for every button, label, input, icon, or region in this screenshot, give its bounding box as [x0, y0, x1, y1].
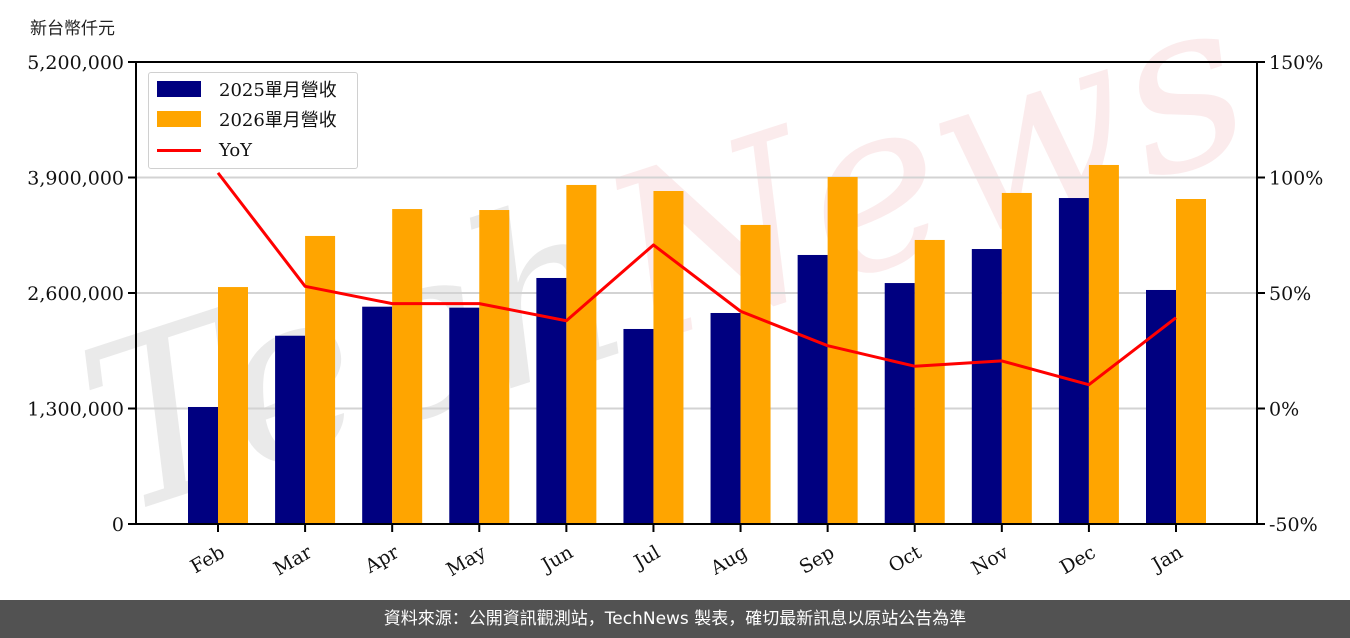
- legend-item-yoy: YoY: [157, 139, 252, 161]
- yoy-polyline: [216, 171, 1177, 387]
- legend: 2025單月營收 2026單月營收 YoY: [148, 72, 358, 169]
- bar-2025單月營收-Nov: [971, 249, 1002, 524]
- bar-2025單月營收-Jan: [1146, 289, 1176, 524]
- bar-2025單月營收-Oct: [884, 283, 915, 524]
- bar-2025單月營收-Mar: [275, 335, 306, 524]
- bar-2026單月營收-May: [479, 210, 510, 524]
- bar-2026單月營收-Mar: [305, 235, 336, 525]
- legend-swatch-2026: [157, 111, 201, 127]
- bar-2026單月營收-Jun: [566, 184, 597, 524]
- x-tick-label: Nov: [968, 541, 1013, 580]
- y-tick-label: 1,300,000: [27, 399, 124, 421]
- source-footer: 資料來源：公開資訊觀測站，TechNews 製表，確切最新訊息以原站公告為準: [0, 600, 1350, 638]
- x-tick-label: Apr: [361, 541, 404, 578]
- bar-2026單月營收-Oct: [914, 239, 945, 524]
- y-right-tick-label: 150%: [1269, 52, 1323, 74]
- x-tick-label: Jun: [536, 541, 577, 577]
- x-tick-label: Jan: [1147, 541, 1187, 577]
- y-right-tick-label: 0%: [1269, 399, 1299, 421]
- bar-2025單月營收-Sep: [797, 254, 828, 524]
- legend-item-2026: 2026單月營收: [157, 108, 337, 131]
- y-right-tick-label: 50%: [1269, 283, 1311, 305]
- y-right-tick-label: 100%: [1269, 168, 1323, 190]
- legend-label: 2026單月營收: [219, 110, 337, 131]
- bar-2025單月營收-Apr: [362, 306, 393, 524]
- y-tick-label: 5,200,000: [27, 52, 124, 74]
- y-tick-label: 3,900,000: [27, 168, 124, 190]
- bar-2026單月營收-Aug: [740, 224, 771, 524]
- bar-2025單月營收-Dec: [1058, 198, 1089, 524]
- y-axis-unit-label: 新台幣仟元: [30, 19, 115, 39]
- y-right-tick-label: -50%: [1269, 514, 1318, 536]
- bar-2026單月營收-Apr: [392, 209, 423, 524]
- legend-swatch-2025: [157, 81, 201, 97]
- x-tick-label: May: [443, 541, 490, 581]
- legend-item-2025: 2025單月營收: [157, 78, 337, 101]
- yoy-line: [216, 171, 1177, 387]
- bar-2025單月營收-Feb: [188, 406, 218, 524]
- x-tick-label: Mar: [270, 541, 316, 580]
- bar-2026單月營收-Nov: [1001, 192, 1032, 524]
- legend-label: 2025單月營收: [219, 80, 337, 101]
- bar-2026單月營收-Jul: [653, 191, 684, 524]
- x-tick-label: Sep: [796, 541, 839, 578]
- bar-2025單月營收-Jul: [623, 328, 654, 524]
- legend-line-yoy: [157, 148, 201, 152]
- bar-2026單月營收-Feb: [218, 287, 248, 524]
- x-tick-label: Jul: [629, 541, 664, 574]
- bar-2025單月營收-Aug: [710, 312, 741, 524]
- bar-2025單月營收-May: [449, 307, 480, 524]
- y-tick-label: 0: [112, 514, 124, 536]
- x-tick-label: Aug: [706, 541, 751, 580]
- y-tick-label: 2,600,000: [27, 283, 124, 305]
- x-tick-label: Oct: [885, 541, 926, 577]
- x-tick-label: Dec: [1056, 541, 1099, 579]
- legend-label: YoY: [219, 139, 253, 161]
- bar-2026單月營收-Dec: [1088, 164, 1119, 524]
- bar-2026單月營收-Jan: [1176, 199, 1206, 524]
- chart-canvas: TechNews 01,300,0002,600,0003,900,0005,2…: [27, 0, 1323, 581]
